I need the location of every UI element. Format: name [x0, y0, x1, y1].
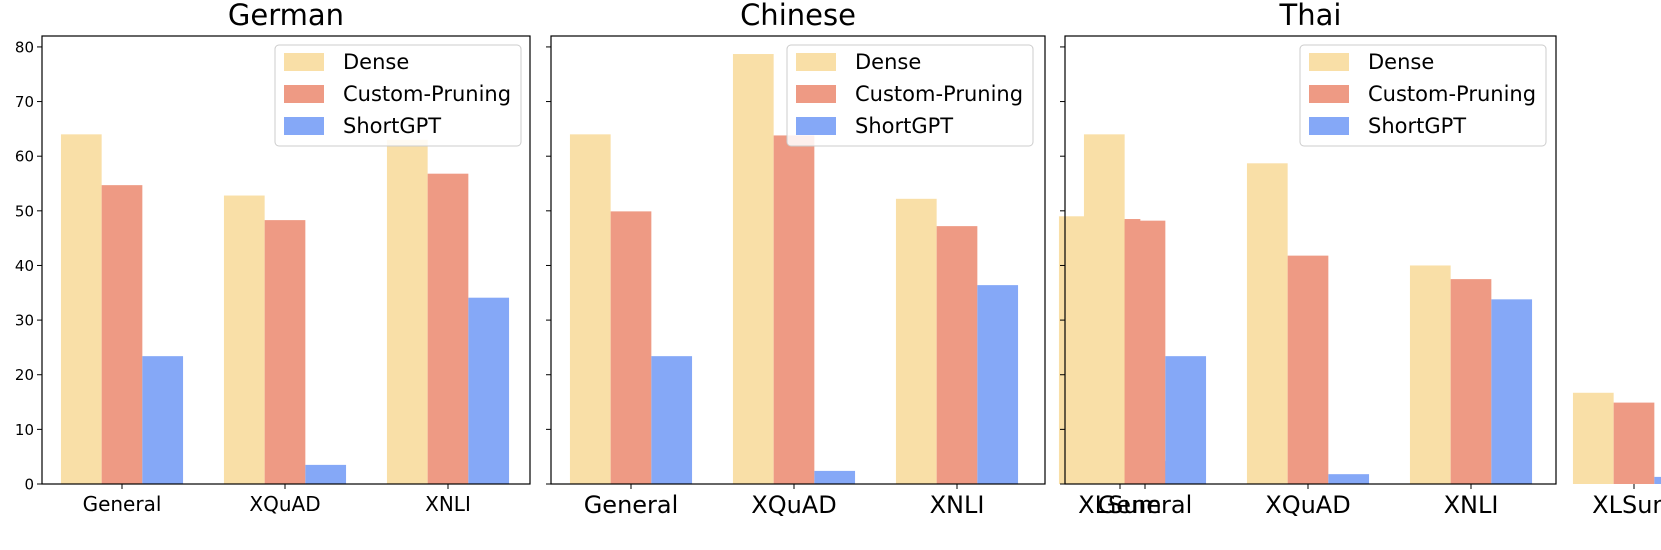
- legend-swatch-dense: [1309, 53, 1349, 71]
- chart-title: German: [228, 0, 344, 32]
- bar-custom-pruning-general: [610, 211, 652, 484]
- legend-label: ShortGPT: [1368, 114, 1466, 138]
- legend-label: ShortGPT: [343, 114, 441, 138]
- x-tick-label: XLSum: [1078, 491, 1162, 519]
- bar-shortgpt-general: [1165, 356, 1207, 484]
- bar-dense-xnli: [895, 198, 937, 484]
- y-tick-label: 60: [15, 148, 34, 166]
- legend-swatch-custom-pruning: [796, 85, 836, 103]
- y-tick-label: 70: [15, 93, 34, 111]
- bar-custom-pruning-xquad: [264, 220, 306, 484]
- bar-shortgpt-xquad: [814, 470, 856, 484]
- bar-dense-xnli: [386, 139, 428, 485]
- y-tick-label: 50: [15, 202, 34, 220]
- plot-frame: [550, 35, 1046, 485]
- legend-label: Custom-Pruning: [1368, 82, 1536, 106]
- x-tick-label: XLSum: [1592, 491, 1661, 519]
- legend-label: ShortGPT: [855, 114, 953, 138]
- legend-swatch-custom-pruning: [284, 85, 324, 103]
- legend-swatch-dense: [284, 53, 324, 71]
- plot-frame: [1064, 35, 1557, 485]
- x-tick-label: General: [83, 492, 162, 516]
- legend-label: Dense: [1368, 50, 1434, 74]
- legend-swatch-shortgpt: [796, 117, 836, 135]
- bar-custom-pruning-general: [1124, 220, 1166, 484]
- legend-box: [1299, 44, 1547, 147]
- legend-box: [274, 44, 522, 147]
- y-tick-label: 40: [15, 257, 34, 275]
- legend-label: Dense: [855, 50, 921, 74]
- legend: Dense Custom-Pruning ShortGPT: [274, 44, 522, 147]
- bar-shortgpt-xlsum: [1654, 476, 1661, 484]
- bar-dense-general: [60, 134, 102, 484]
- bar-custom-pruning-general: [101, 185, 143, 484]
- x-tick-label: XNLI: [930, 491, 985, 519]
- x-tick-label: General: [584, 491, 679, 519]
- y-tick-label: 20: [15, 366, 34, 384]
- bar-dense-xlsum: [1572, 392, 1614, 484]
- legend-swatch-custom-pruning: [1309, 85, 1349, 103]
- bar-shortgpt-general: [142, 356, 184, 484]
- bar-dense-general: [1083, 134, 1125, 484]
- bar-custom-pruning-xnli: [936, 226, 978, 484]
- bar-custom-pruning-xnli: [1450, 279, 1492, 484]
- x-tick-label: XNLI: [425, 492, 471, 516]
- bar-shortgpt-xquad: [305, 464, 347, 484]
- bar-dense-xquad: [223, 195, 265, 484]
- bar-dense-xquad: [732, 54, 774, 484]
- bar-shortgpt-xquad: [1328, 474, 1370, 484]
- bar-shortgpt-xnli: [468, 297, 510, 484]
- chart-title: Thai: [1279, 0, 1342, 32]
- x-tick-label: XNLI: [1444, 491, 1499, 519]
- y-tick-label: 30: [15, 312, 34, 330]
- legend-box: [786, 44, 1034, 147]
- y-tick-label: 80: [15, 38, 34, 56]
- chart-thai: Thai General XQuAD XNLI XLSum Dense Custom-Pru…: [1060, 0, 1661, 519]
- bar-dense-xquad: [1246, 163, 1288, 485]
- bar-custom-pruning-xlsum: [1613, 402, 1655, 484]
- x-tick-label: General: [1098, 491, 1193, 519]
- legend-label: Dense: [343, 50, 409, 74]
- bar-dense-general: [569, 134, 611, 484]
- bar-shortgpt-xnli: [1491, 299, 1533, 484]
- bar-custom-pruning-xquad: [773, 135, 815, 484]
- x-tick-label: XQuAD: [751, 491, 836, 519]
- x-tick-label: XQuAD: [249, 492, 320, 516]
- y-tick-label: 0: [24, 476, 34, 494]
- bar-shortgpt-general: [651, 356, 693, 484]
- legend-swatch-dense: [796, 53, 836, 71]
- chart-title: Chinese: [740, 0, 856, 32]
- plot-frame: [41, 35, 531, 485]
- legend: Dense Custom-Pruning ShortGPT: [1299, 44, 1547, 147]
- bar-dense-xnli: [1409, 265, 1451, 484]
- bar-custom-pruning-xquad: [1287, 255, 1329, 484]
- chart-german: German General XQuAD XNLI 0 10 20 30 40 50 60 70 80 D…: [15, 0, 531, 516]
- bar-custom-pruning-xnli: [427, 173, 469, 484]
- legend-swatch-shortgpt: [1309, 117, 1349, 135]
- legend: Dense Custom-Pruning ShortGPT: [786, 44, 1034, 147]
- legend-swatch-shortgpt: [284, 117, 324, 135]
- y-tick-label: 10: [15, 421, 34, 439]
- legend-label: Custom-Pruning: [855, 82, 1023, 106]
- bar-shortgpt-xnli: [977, 285, 1019, 484]
- x-tick-label: XQuAD: [1265, 491, 1350, 519]
- legend-label: Custom-Pruning: [343, 82, 511, 106]
